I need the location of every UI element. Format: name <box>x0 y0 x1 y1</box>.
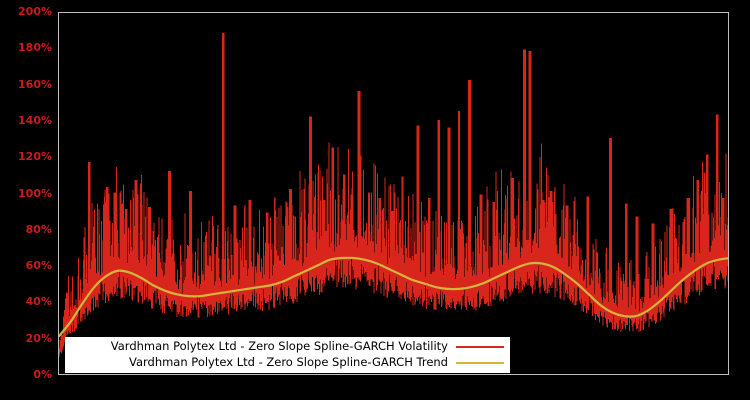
chart-canvas <box>59 32 728 358</box>
legend-label-volatility: Vardhman Polytex Ltd - Zero Slope Spline… <box>110 339 448 354</box>
y-axis-tick-60: 60% <box>25 259 52 273</box>
legend-label-trend: Vardhman Polytex Ltd - Zero Slope Spline… <box>128 355 448 370</box>
legend-item-volatility[interactable]: Vardhman Polytex Ltd - Zero Slope Spline… <box>65 339 504 355</box>
plot-area <box>58 12 729 375</box>
legend-swatch-trend <box>456 358 504 368</box>
y-axis-tick-160: 160% <box>18 77 52 91</box>
y-axis-tick-100: 100% <box>18 186 52 200</box>
chart-legend[interactable]: Vardhman Polytex Ltd - Zero Slope Spline… <box>65 337 510 373</box>
y-axis-tick-20: 20% <box>25 331 52 345</box>
trend-series <box>59 256 728 338</box>
y-axis-tick-180: 180% <box>18 41 52 55</box>
legend-item-trend[interactable]: Vardhman Polytex Ltd - Zero Slope Spline… <box>65 355 504 371</box>
y-axis-tick-140: 140% <box>18 113 52 127</box>
y-axis-tick-120: 120% <box>18 150 52 164</box>
y-axis-tick-40: 40% <box>25 295 52 309</box>
y-axis-tick-200: 200% <box>18 5 52 18</box>
y-axis-tick-0: 0% <box>33 368 52 381</box>
legend-swatch-volatility <box>456 342 504 352</box>
volatility-series <box>59 32 728 358</box>
y-axis-tick-80: 80% <box>25 222 52 236</box>
